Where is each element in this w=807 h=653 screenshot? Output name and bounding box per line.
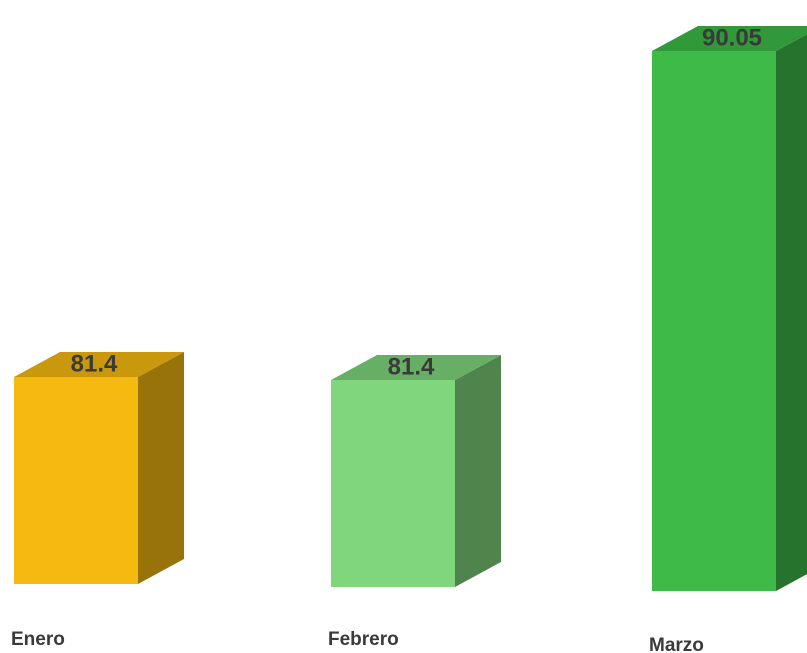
bar-front-febrero xyxy=(331,380,455,587)
bar-febrero xyxy=(331,355,501,587)
bar-top-marzo xyxy=(652,26,807,51)
value-label-enero: 81.4 xyxy=(71,351,118,378)
category-label-enero: Enero xyxy=(11,629,65,650)
value-labels-group: 81.4 81.4 90.05 xyxy=(71,25,762,381)
category-labels-group: Enero Febrero Marzo xyxy=(11,629,704,653)
value-label-febrero: 81.4 xyxy=(388,354,435,381)
bar-marzo xyxy=(652,26,807,591)
category-label-febrero: Febrero xyxy=(328,629,399,650)
category-label-marzo: Marzo xyxy=(649,635,704,653)
bar-top-febrero xyxy=(331,355,501,380)
bar-side-enero xyxy=(138,352,184,584)
bars-group xyxy=(14,26,807,591)
value-label-marzo: 90.05 xyxy=(702,25,762,52)
bar-front-enero xyxy=(14,377,138,584)
bar-front-marzo xyxy=(652,51,776,591)
bar-side-febrero xyxy=(455,355,501,587)
bar-top-enero xyxy=(14,352,184,377)
bar-enero xyxy=(14,352,184,584)
bar-side-marzo xyxy=(776,34,807,591)
